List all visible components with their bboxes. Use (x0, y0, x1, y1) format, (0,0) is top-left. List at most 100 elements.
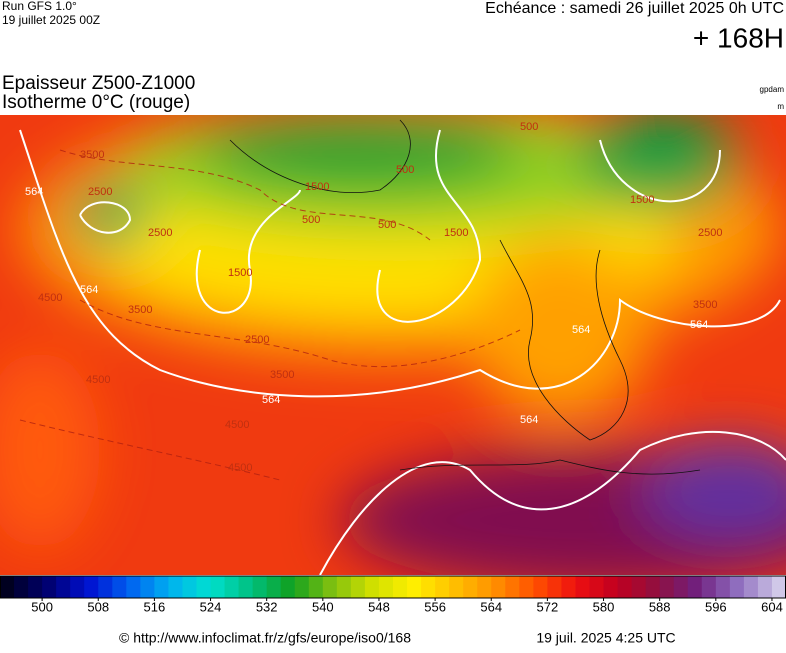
colorbar-label: 524 (200, 599, 222, 614)
colorbar-swatch (140, 576, 155, 598)
contour-label: 4500 (38, 292, 62, 304)
colorbar-swatch (98, 576, 113, 598)
contour-label: 500 (378, 219, 396, 231)
colorbar-swatch (182, 576, 197, 598)
colorbar-swatch (112, 576, 127, 598)
valid: Echéance : samedi 26 juillet 2025 0h UTC (485, 0, 784, 17)
colorbar-swatch (350, 576, 366, 598)
contour-labels: 564 564 564 564 564 564 2500 2500 2500 2… (25, 121, 722, 474)
colorbar-swatch (224, 576, 240, 598)
contour-label: 564 (80, 284, 98, 296)
colorbar-swatch (0, 576, 15, 598)
colorbar-swatch (477, 576, 492, 598)
unit: gpdam (760, 85, 785, 94)
colorbar-swatch (238, 576, 254, 598)
colorbar-swatch (659, 576, 675, 598)
colorbar-swatch (757, 576, 773, 598)
colorbar-label: 596 (705, 599, 727, 614)
colorbar-swatch (645, 576, 661, 598)
contour-label: 564 (572, 324, 590, 336)
colorbar-swatch (294, 576, 310, 598)
lead: + 168H (693, 22, 784, 53)
contour-label: 4500 (225, 419, 249, 431)
colorbar-swatch (547, 576, 562, 598)
colorbar-swatch (743, 576, 759, 598)
colorbar-swatch (449, 576, 464, 598)
colorbar-label: 564 (480, 599, 502, 614)
colorbar-label: 556 (424, 599, 446, 614)
colorbar-swatch (154, 576, 169, 598)
colorbar-swatch (252, 576, 268, 598)
colorbar-label: 548 (368, 599, 390, 614)
contour-label: 1500 (228, 267, 252, 279)
colorbar-swatch (771, 576, 786, 598)
timestamp: 19 juil. 2025 4:25 UTC (536, 630, 675, 646)
run-date: 19 juillet 2025 00Z (2, 13, 100, 27)
colorbar-swatch (701, 576, 717, 598)
colorbar-swatch (631, 576, 647, 598)
contour-label: 564 (25, 186, 43, 198)
colorbar-swatch (266, 576, 282, 598)
title-1: Epaisseur Z500-Z1000 (2, 73, 195, 94)
contour-label: 2500 (698, 227, 722, 239)
colorbar-swatch (126, 576, 141, 598)
colorbar-swatch (393, 576, 408, 598)
contour-label: 3500 (693, 299, 717, 311)
contour-label: 500 (396, 164, 414, 176)
contour-label: 564 (690, 319, 708, 331)
contour-label: 564 (520, 414, 538, 426)
unit: m (777, 102, 784, 111)
colorbar-swatch (407, 576, 422, 598)
colorbar-swatch (364, 576, 380, 598)
colorbar-swatch (322, 576, 338, 598)
contour-label: 2500 (148, 227, 172, 239)
colorbar-swatch (603, 576, 619, 598)
contour-label: 3500 (270, 369, 294, 381)
contour-label: 2500 (88, 186, 112, 198)
colorbar-label: 532 (256, 599, 278, 614)
colorbar-swatch (729, 576, 745, 598)
contour-label: 1500 (305, 181, 329, 193)
colorbar-swatch (589, 576, 605, 598)
colorbar-swatch (336, 576, 352, 598)
colorbar-swatch (56, 576, 71, 598)
colorbar-swatch (435, 576, 450, 598)
contour-label: 3500 (80, 149, 104, 161)
colorbar-swatch (715, 576, 731, 598)
colorbar-label: 580 (593, 599, 615, 614)
title-2: Isotherme 0°C (rouge) (2, 92, 190, 113)
colorbar-swatch (575, 576, 590, 598)
contour-label: 4500 (86, 374, 110, 386)
colorbar-swatch (196, 576, 212, 598)
colorbar-swatch (673, 576, 689, 598)
contour-label: 564 (262, 394, 280, 406)
colorbar-label: 588 (649, 599, 671, 614)
colorbar-label: 508 (87, 599, 109, 614)
colorbar-swatch (463, 576, 478, 598)
colorbar-swatch (687, 576, 703, 598)
contour-label: 4500 (228, 462, 252, 474)
colorbar-swatch (519, 576, 534, 598)
colorbar-swatch (617, 576, 633, 598)
source-url[interactable]: © http://www.infoclimat.fr/z/gfs/europe/… (119, 630, 411, 646)
colorbar: 500 508 516 524 532 540 548 556 564 572 580 588 596 6… (0, 575, 786, 614)
contour-label: 1500 (444, 227, 468, 239)
colorbar-label: 500 (31, 599, 53, 614)
map (0, 115, 786, 575)
colorbar-swatch (421, 576, 436, 598)
colorbar-swatch (168, 576, 183, 598)
colorbar-label: 572 (537, 599, 559, 614)
colorbar-swatch (561, 576, 576, 598)
colorbar-swatch (210, 576, 226, 598)
colorbar-swatch (70, 576, 85, 598)
colorbar-label: 516 (144, 599, 166, 614)
colorbar-label: 604 (761, 599, 783, 614)
contour-label: 500 (302, 214, 320, 226)
colorbar-swatch (505, 576, 520, 598)
run: Run GFS 1.0° (2, 0, 77, 13)
colorbar-swatch (28, 576, 43, 598)
colorbar-swatch (14, 576, 29, 598)
colorbar-swatch (280, 576, 296, 598)
contour-label: 2500 (245, 334, 269, 346)
